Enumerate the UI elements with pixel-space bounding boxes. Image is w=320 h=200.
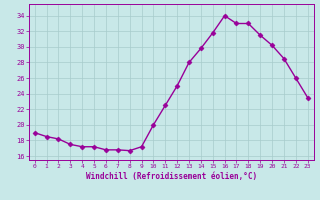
X-axis label: Windchill (Refroidissement éolien,°C): Windchill (Refroidissement éolien,°C) bbox=[86, 172, 257, 181]
